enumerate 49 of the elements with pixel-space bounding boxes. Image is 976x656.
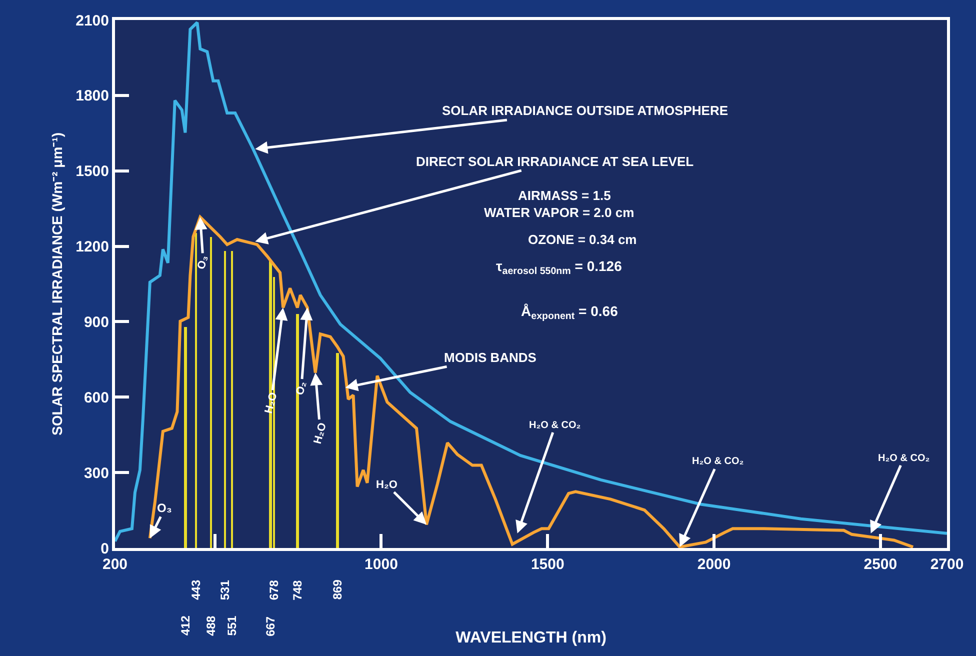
x-tick-label: 1000 [364, 556, 398, 573]
x-tick-label: 2000 [697, 556, 731, 573]
text: 531 [218, 580, 232, 600]
x-tick-label: 2500 [864, 556, 898, 573]
bar [336, 353, 339, 548]
text: 678 [267, 580, 282, 600]
annotation: τ$_{aerosol 550nm}$ = 0.126 [496, 258, 622, 277]
annotation: Å$_{exponent}$ = 0.66 [521, 303, 618, 322]
bar [231, 251, 233, 548]
annotation: DIRECT SOLAR IRRADIANCE AT SEA LEVEL [416, 154, 694, 169]
annotation: AIRMASS = 1.5 [518, 188, 611, 203]
y-tick-label: 1200 [76, 238, 109, 256]
annotation: H₂O & CO₂ [529, 420, 581, 431]
text: 488 [204, 616, 218, 636]
annotation: H₂O & CO₂ [878, 453, 930, 464]
bar [224, 251, 226, 548]
annotation: OZONE = 0.34 cm [528, 232, 637, 247]
x-tick-label: 2700 [930, 556, 964, 573]
annotation: H₂O & CO₂ [692, 456, 744, 467]
y-tick-label: 1500 [76, 163, 109, 180]
y-tick-label: 0 [100, 540, 109, 558]
y-tick-label: 900 [84, 314, 109, 331]
text: 551 [224, 615, 239, 636]
annotation: MODIS BANDS [444, 350, 537, 365]
x-tick-label: 1500 [530, 556, 564, 573]
annotation: O₃ [195, 254, 211, 271]
bar [195, 233, 197, 548]
x-tick-label: 200 [102, 556, 128, 573]
y-axis-title: SOLAR SPECTRAL IRRADIANCE (Wm⁻² μm⁻¹) [49, 132, 66, 436]
y-tick-label: 600 [84, 389, 109, 406]
y-tick-label: 300 [84, 464, 109, 482]
text: 667 [263, 616, 278, 636]
text: 443 [188, 580, 203, 600]
annotation: H₂O [312, 421, 330, 446]
x-axis-title: WAVELENGTH (nm) [456, 630, 606, 647]
line-series [115, 21, 947, 543]
bar [184, 327, 187, 548]
annotation: O₂ [294, 380, 310, 396]
text: 748 [290, 580, 304, 600]
bar [210, 237, 212, 548]
text: 412 [178, 615, 193, 636]
y-tick-label: 1800 [76, 88, 109, 105]
annotation: H₂O [262, 390, 280, 415]
annotation: O₃ [157, 501, 172, 515]
annotation: H₂O [376, 479, 398, 491]
y-tick-label: 2100 [76, 12, 109, 30]
annotation: SOLAR IRRADIANCE OUTSIDE ATMOSPHERE [442, 103, 728, 118]
annotation: WATER VAPOR = 2.0 cm [484, 205, 634, 220]
text: 869 [330, 579, 345, 600]
